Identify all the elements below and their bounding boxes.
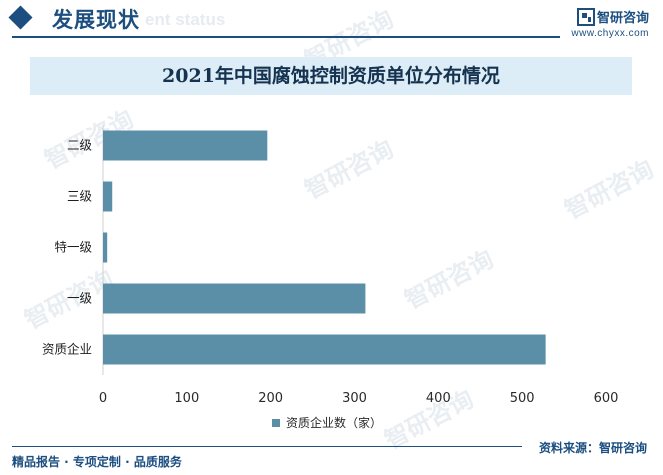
category-label: 三级	[67, 189, 93, 204]
legend-label: 资质企业数（家）	[286, 416, 383, 430]
header-divider	[12, 36, 560, 38]
x-tick-label: 500	[510, 391, 535, 406]
bar	[103, 130, 268, 161]
legend-swatch	[272, 418, 280, 427]
section-title: 发展现状	[52, 8, 140, 32]
bar	[103, 181, 113, 212]
chart-title: 2021年中国腐蚀控制资质单位分布情况	[162, 65, 500, 87]
category-label: 特一级	[54, 240, 92, 255]
category-label: 二级	[67, 138, 93, 153]
footer-divider	[12, 446, 522, 447]
brand-logo-icon	[576, 7, 595, 26]
page-header: ent status 发展现状	[0, 0, 663, 44]
x-tick-label: 600	[594, 391, 619, 406]
x-tick-label: 100	[174, 391, 199, 406]
x-tick-label: 400	[426, 391, 451, 406]
chart-title-band: 2021年中国腐蚀控制资质单位分布情况	[30, 57, 632, 95]
bar	[103, 283, 366, 314]
chart-legend: 资质企业数（家）	[272, 414, 382, 431]
category-label: 一级	[67, 291, 93, 306]
x-tick-label: 0	[99, 391, 107, 406]
header-ghost-text: ent status	[145, 10, 226, 29]
brand-site: www.chyxx.com	[571, 28, 649, 39]
footer-tagline: 精品报告 · 专项定制 · 品质服务	[12, 455, 182, 469]
bar	[103, 334, 546, 365]
x-tick-label: 300	[342, 391, 367, 406]
category-label: 资质企业	[42, 342, 92, 357]
brand-block: 智研咨询 www.chyxx.com	[571, 6, 649, 39]
brand-name: 智研咨询	[596, 11, 649, 26]
bar	[103, 232, 108, 263]
footer-source: 资料来源：智研咨询	[538, 441, 647, 455]
x-tick-label: 200	[258, 391, 283, 406]
